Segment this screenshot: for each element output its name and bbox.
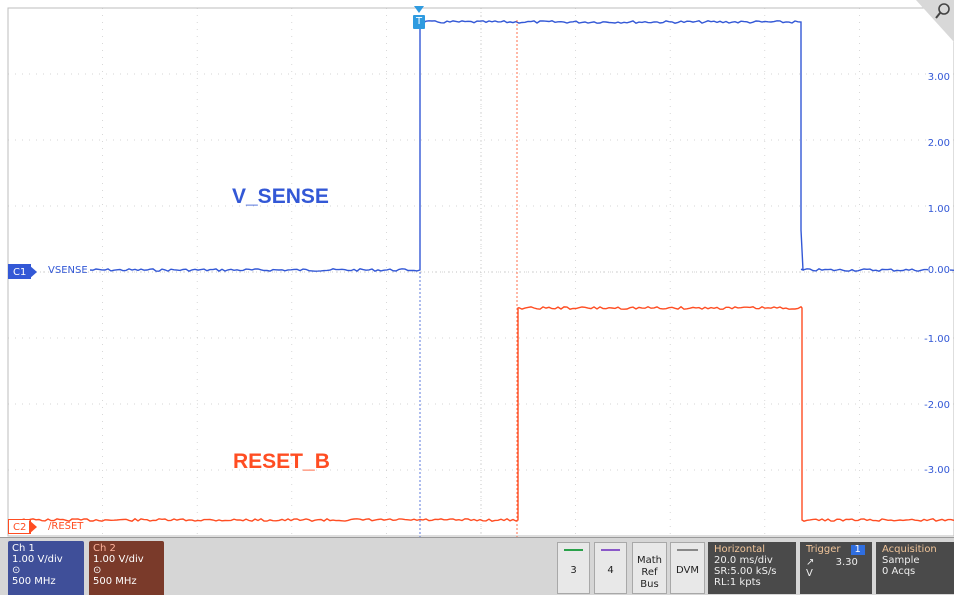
graticule [7, 7, 954, 537]
scale-label: -1.00 [924, 334, 950, 345]
scope-display[interactable] [0, 0, 954, 537]
trigger-title-row: Trigger 1 [806, 544, 866, 555]
time-scale: 20.0 ms/div [714, 555, 773, 566]
ref-label: Ref [641, 567, 658, 578]
scale-label: -2.00 [924, 400, 950, 411]
ch2-bandwidth: 500 MHz [93, 576, 137, 587]
scale-label: 2.00 [927, 138, 950, 149]
math-ref-bus-label: Math Ref Bus [633, 555, 666, 591]
horizontal-title: Horizontal [714, 544, 766, 555]
ch2-label: /RESET [48, 521, 84, 532]
record-length: RL:1 kpts [714, 577, 761, 588]
scale-label: 0.00 [927, 265, 950, 276]
acquisition-panel[interactable]: Acquisition Sample 0 Acqs [876, 542, 954, 594]
bandwidth-icon: ⊙ [12, 565, 21, 576]
trigger-position-arrow-icon[interactable] [414, 6, 424, 13]
vsense-annotation: V_SENSE [232, 185, 329, 208]
ch1-label: VSENSE [48, 265, 88, 276]
scale-label: 3.00 [927, 72, 950, 83]
ch3-button-label: 3 [570, 565, 577, 576]
ch1-bandwidth: 500 MHz [12, 576, 56, 587]
dvm-line [677, 549, 698, 551]
dvm-button[interactable]: DVM [670, 542, 705, 594]
bus-label: Bus [640, 579, 659, 590]
math-label: Math [636, 555, 662, 566]
ch1-badge-title: Ch 1 [12, 543, 35, 554]
ch1-arrow-icon [29, 265, 37, 279]
ch4-button[interactable]: 4 [594, 542, 627, 594]
math-ref-bus-button[interactable]: Math Ref Bus [632, 542, 667, 594]
status-bar: Ch 1 1.00 V/div ⊙ 500 MHz Ch 2 1.00 V/di… [0, 537, 954, 595]
scale-label: -3.00 [924, 465, 950, 476]
ch4-button-label: 4 [607, 565, 614, 576]
acquisition-mode: Sample [882, 555, 920, 566]
trigger-marker[interactable]: T [413, 15, 425, 29]
ch2-badge[interactable]: Ch 2 1.00 V/div ⊙ 500 MHz [89, 541, 164, 595]
acquisition-title: Acquisition [882, 544, 937, 555]
trigger-level: 3.30 V [806, 557, 858, 579]
horizontal-panel[interactable]: Horizontal 20.0 ms/div SR:5.00 kS/s RL:1… [708, 542, 796, 594]
ch3-color-line [564, 549, 583, 551]
vsense-trace [89, 20, 954, 273]
dvm-button-label: DVM [676, 565, 699, 576]
ch1-badge[interactable]: Ch 1 1.00 V/div ⊙ 500 MHz [8, 541, 84, 595]
ch1-scale: 1.00 V/div [12, 554, 63, 565]
magnifier-icon[interactable] [916, 0, 954, 42]
ch2-badge-title: Ch 2 [93, 543, 116, 554]
scale-label: 1.00 [927, 204, 950, 215]
ch2-scale: 1.00 V/div [93, 554, 144, 565]
reset-annotation: RESET_B [233, 450, 330, 473]
ch4-color-line [601, 549, 620, 551]
sample-rate: SR:5.00 kS/s [714, 566, 777, 577]
ch3-button[interactable]: 3 [557, 542, 590, 594]
trigger-level-row: ↗ 3.30 V [806, 557, 866, 579]
ch2-ground-marker[interactable]: C2 [8, 519, 32, 534]
ch2-arrow-icon [29, 520, 37, 534]
trigger-panel[interactable]: Trigger 1 ↗ 3.30 V [800, 542, 872, 594]
bandwidth-icon: ⊙ [93, 565, 102, 576]
acquisition-count: 0 Acqs [882, 566, 916, 577]
ch1-ground-marker[interactable]: C1 [8, 264, 32, 279]
reset-trace [11, 305, 954, 522]
rising-edge-icon: ↗ [806, 557, 815, 568]
trigger-title: Trigger [806, 544, 841, 555]
trigger-source-badge: 1 [850, 545, 865, 555]
